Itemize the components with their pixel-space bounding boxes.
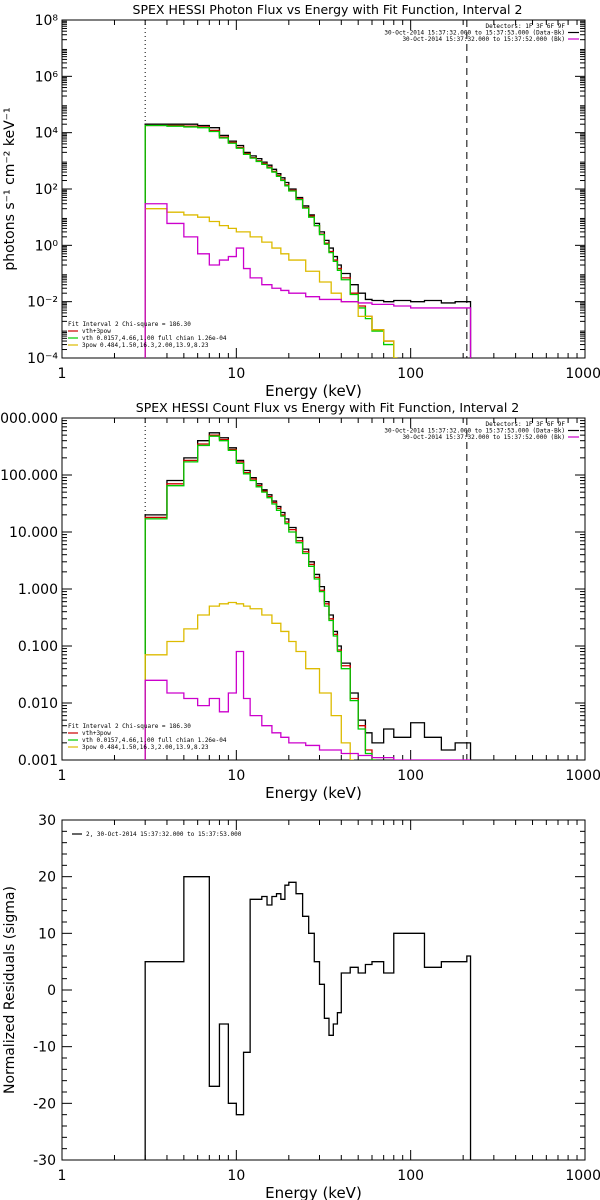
legend-bottom-left-entry: vth+3pow	[82, 730, 111, 737]
legend-top-right-entry: 30-Oct-2014 15:37:32.000 to 15:37:53.000…	[384, 30, 565, 37]
chart-panel-2: 1 10 100 1000 0.001 0.010 0.100 1.000 10.000 100.…	[0, 400, 600, 802]
y-tick-label: 10⁶	[35, 69, 59, 85]
series-line-3	[144, 124, 398, 358]
y-axis-label: photons s⁻¹ cm⁻² keV⁻¹	[2, 107, 18, 270]
legend-top-right-entry: Detectors: 1F 3F 6F 9F	[486, 421, 566, 428]
legend-bottom-left-entry: vth 0.0157,4.66,1.00 full chian 1.26e-04	[82, 335, 227, 342]
legend-top-right-entry: 30-Oct-2014 15:37:32.000 to 15:37:52.000…	[402, 434, 565, 441]
y-tick-label: 30	[38, 813, 56, 829]
y-tick-label: 10⁰	[35, 238, 59, 254]
y-tick-label: -20	[33, 1096, 56, 1112]
legend-bottom-left-entry: vth+3pow	[82, 328, 111, 335]
series-line-1	[144, 123, 472, 358]
y-tick-label: 1000.000	[0, 411, 58, 427]
chart-title: SPEX HESSI Count Flux vs Energy with Fit…	[136, 400, 519, 415]
y-tick-label: 1.000	[18, 582, 58, 598]
plot-frame	[61, 19, 586, 359]
x-axis-label: Energy (keV)	[265, 1184, 362, 1200]
x-tick-label: 1000	[565, 366, 600, 382]
legend-bottom-left-entry: 3pow 0.484,1.50,16.3,2.00,13.9,8.23	[82, 342, 209, 349]
x-tick-label: 1	[58, 768, 67, 784]
legend-bottom-left-entry: vth 0.0157,4.66,1.00 full chian 1.26e-04	[82, 737, 227, 744]
y-tick-label: 10⁴	[35, 126, 59, 142]
series-line-5	[144, 203, 472, 358]
y-tick-label: 10²	[35, 182, 58, 198]
plot-frame	[61, 819, 586, 1161]
x-axis-label: Energy (keV)	[265, 382, 362, 400]
x-tick-label: 100	[397, 1168, 424, 1184]
y-tick-label: 10⁻⁴	[27, 351, 58, 367]
series-line-4	[144, 208, 398, 358]
y-tick-label: -30	[33, 1153, 56, 1169]
legend-bottom-left-entry: Fit Interval 2 Chi-square = 186.30	[68, 321, 191, 328]
x-tick-label: 100	[397, 768, 424, 784]
chart-title: SPEX HESSI Photon Flux vs Energy with Fi…	[133, 2, 523, 17]
y-tick-label: 0.001	[18, 753, 58, 769]
series-line-3	[144, 435, 376, 760]
x-tick-label: 100	[397, 366, 424, 382]
y-tick-label: 10	[38, 926, 56, 942]
plot-frame	[61, 417, 586, 761]
y-tick-label: 10⁸	[35, 13, 59, 29]
legend-bottom-left-entry: 3pow 0.484,1.50,16.3,2.00,13.9,8.23	[82, 744, 209, 751]
y-tick-label: 0.100	[18, 639, 58, 655]
series-line-4	[144, 601, 354, 760]
series-line-5	[144, 650, 471, 760]
y-tick-label: 0	[47, 983, 56, 999]
x-axis-label: Energy (keV)	[265, 784, 362, 802]
legend-top-right-entry: 30-Oct-2014 15:37:32.000 to 15:37:53.000…	[384, 428, 565, 435]
chart-panel-3: 1 10 100 1000 -30 -20 -10 0 10 20 30 Energy (keV) No…	[2, 813, 600, 1200]
x-tick-label: 1000	[565, 1168, 600, 1184]
y-tick-label: -10	[33, 1040, 56, 1056]
x-tick-label: 1000	[565, 768, 600, 784]
x-tick-label: 10	[227, 366, 245, 382]
x-tick-label: 10	[227, 768, 245, 784]
series-line-1	[144, 876, 472, 1160]
chart-panel-1: 1 10 100 1000 10⁻⁴ 10⁻² 10⁰ 10² 10⁴ 10⁶ 10⁸ SPEX HE…	[2, 2, 600, 400]
y-tick-label: 20	[38, 870, 56, 886]
y-axis-label: Normalized Residuals (sigma)	[2, 886, 18, 1094]
x-tick-label: 10	[227, 1168, 245, 1184]
legend-bottom-left-entry: Fit Interval 2 Chi-square = 186.30	[68, 723, 191, 730]
y-tick-label: 100.000	[0, 468, 58, 484]
series-line-1	[144, 432, 472, 760]
x-tick-label: 1	[58, 366, 67, 382]
legend-top-right-entry: 30-Oct-2014 15:37:32.000 to 15:37:52.000…	[402, 36, 565, 43]
x-tick-label: 1	[58, 1168, 67, 1184]
y-tick-label: 10⁻²	[27, 295, 58, 311]
legend-top-left-entry: 2, 30-Oct-2014 15:37:32.000 to 15:37:53.…	[86, 831, 242, 838]
y-tick-label: 10.000	[9, 525, 58, 541]
legend-top-right-entry: Detectors: 1F 3F 6F 9F	[486, 23, 566, 30]
y-tick-label: 0.010	[18, 696, 58, 712]
